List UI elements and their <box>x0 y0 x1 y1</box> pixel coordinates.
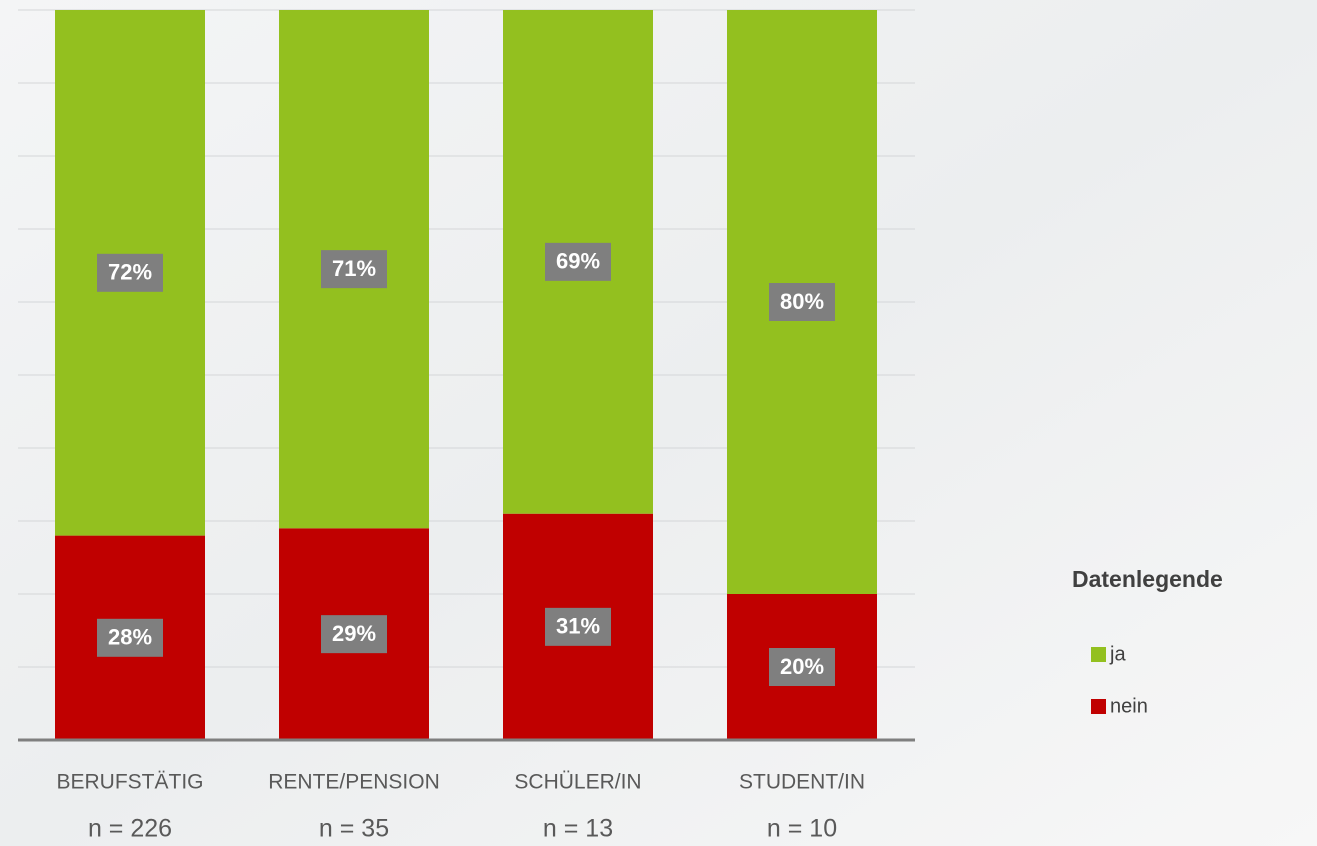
x-tick-label: BERUFSTÄTIG <box>56 771 203 794</box>
value-label-box <box>769 283 835 321</box>
legend-label: nein <box>1110 695 1148 717</box>
n-label: n = 13 <box>543 815 613 843</box>
x-tick-label: SCHÜLER/IN <box>514 771 641 794</box>
legend-title: Datenlegende <box>1072 566 1223 592</box>
value-label: 20% <box>780 654 824 679</box>
n-label: n = 10 <box>767 815 837 843</box>
x-tick-label: STUDENT/IN <box>739 771 865 794</box>
value-label: 28% <box>108 625 152 650</box>
value-label-box <box>545 607 611 646</box>
value-label-box <box>97 253 163 292</box>
value-label: 71% <box>332 256 376 281</box>
value-label: 72% <box>108 260 152 285</box>
value-label-box <box>321 615 387 654</box>
value-label: 80% <box>780 289 824 314</box>
value-label: 31% <box>556 614 600 639</box>
value-label: 69% <box>556 249 600 274</box>
value-label-box <box>321 250 387 289</box>
value-label-box <box>545 242 611 281</box>
n-label: n = 226 <box>88 815 172 843</box>
n-label: n = 35 <box>319 815 389 843</box>
value-label-box <box>769 648 835 686</box>
value-label-box <box>97 618 163 657</box>
legend-swatch <box>1091 647 1106 662</box>
value-label: 29% <box>332 621 376 646</box>
x-tick-label: RENTE/PENSION <box>268 771 440 794</box>
legend-label: ja <box>1109 643 1126 665</box>
legend-swatch <box>1091 699 1106 714</box>
